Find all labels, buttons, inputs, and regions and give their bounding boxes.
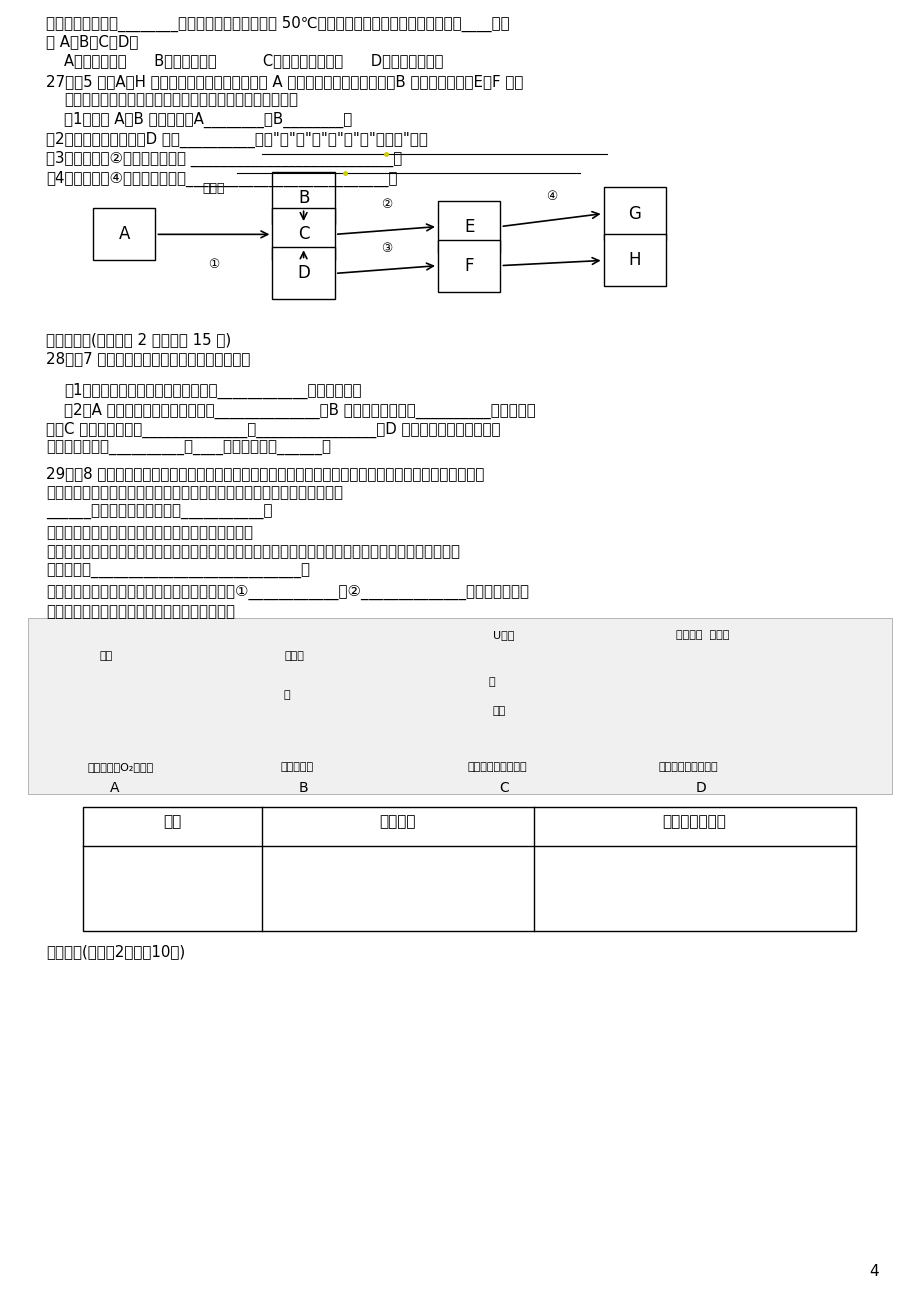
Text: D: D: [695, 781, 706, 796]
Text: 三、实验题(本题包括 2 小题，共 15 分): 三、实验题(本题包括 2 小题，共 15 分): [46, 332, 231, 348]
Text: 27．（5 分）A～H 是初中化学常见的物质，其中 A 是发酵粉的主要成分之一，B 是常用调味品，E、F 的俗: 27．（5 分）A～H 是初中化学常见的物质，其中 A 是发酵粉的主要成分之一，…: [46, 74, 523, 90]
Text: 液硫酸: 液硫酸: [284, 651, 304, 661]
Text: U型管: U型管: [493, 630, 515, 641]
Text: ②: ②: [380, 198, 391, 211]
Text: G: G: [628, 204, 641, 223]
Bar: [272, 208, 335, 260]
Text: A: A: [110, 781, 119, 796]
Text: 后，C 中的实验现象为______________、________________；D 中硬质玻璃管内发生反应: 后，C 中的实验现象为______________、______________…: [46, 422, 500, 437]
Text: （1）写出 A、B 的化学式：A________，B________。: （1）写出 A、B 的化学式：A________，B________。: [64, 112, 352, 128]
Text: H: H: [628, 251, 641, 270]
Bar: [93, 208, 155, 260]
Text: 实验现象及结论: 实验现象及结论: [662, 814, 726, 829]
Bar: [272, 172, 335, 224]
Bar: [272, 247, 335, 299]
Text: 一氧化碳还原氧化铁: 一氧化碳还原氧化铁: [658, 762, 717, 772]
Text: 填 A、B、C、D）: 填 A、B、C、D）: [46, 34, 138, 49]
Text: 按小明的猜想，写出溶液中溶质成分的几种可能①____________、②______________。请你选择其中: 按小明的猜想，写出溶液中溶质成分的几种可能①____________、②____…: [46, 585, 528, 600]
Text: B: B: [299, 781, 308, 796]
Text: 水: 水: [283, 690, 290, 700]
Text: 稀盐酸: 稀盐酸: [202, 182, 225, 195]
Bar: [603, 234, 665, 286]
Bar: [83, 807, 855, 931]
Text: 后，锥形瓶内已无气泡产生，但还有少量固体剩余。写出反应的化学方程式: 后，锥形瓶内已无气泡产生，但还有少量固体剩余。写出反应的化学方程式: [46, 486, 343, 501]
Text: ______，该反应的基本类型是___________。: ______，该反应的基本类型是___________。: [46, 505, 272, 521]
Text: 猜想: 猜想: [164, 814, 181, 829]
Text: 4: 4: [868, 1263, 878, 1279]
Text: A: A: [119, 225, 130, 243]
Bar: [603, 187, 665, 240]
Text: B: B: [298, 189, 309, 207]
Text: 28．（7 分）以下是初中化学的一些基本实验：: 28．（7 分）以下是初中化学的一些基本实验：: [46, 352, 250, 367]
Text: （1）上述实验中不能达到实验目的是____________（填字母）。: （1）上述实验中不能达到实验目的是____________（填字母）。: [64, 383, 361, 398]
Text: 测定空气中O₂的含量: 测定空气中O₂的含量: [87, 762, 153, 772]
Text: 小文和小明对锥形瓶内溶液中溶质的成分展开辩论：: 小文和小明对锥形瓶内溶液中溶质的成分展开辩论：: [46, 525, 253, 540]
Text: ③: ③: [380, 242, 391, 255]
Bar: [437, 201, 500, 253]
Text: 稀释浓硫酸: 稀释浓硫酸: [280, 762, 313, 772]
Text: 水: 水: [488, 677, 495, 687]
Text: 小明的理由____________________________。: 小明的理由____________________________。: [46, 564, 310, 579]
Text: （3）图中反应②的化学方程式为 ___________________________。: （3）图中反应②的化学方程式为 ________________________…: [46, 151, 402, 167]
Text: D: D: [297, 264, 310, 283]
Text: ①: ①: [208, 258, 220, 271]
Text: 木炭: 木炭: [99, 651, 112, 661]
Text: F: F: [464, 256, 473, 275]
Text: （2）在物质的分类中，D 属于__________（填"酸"、"碱"、"盐"或"氧化物"）。: （2）在物质的分类中，D 属于__________（填"酸"、"碱"、"盐"或"…: [46, 132, 427, 147]
Text: 的化学方程式为__________，____，酒精灯的作______。: 的化学方程式为__________，____，酒精灯的作______。: [46, 441, 331, 457]
Text: A、溶剂的质量      B、溶液的质量          C、溶质的质量分数      D、溶液的溶解度: A、溶剂的质量 B、溶液的质量 C、溶质的质量分数 D、溶液的溶解度: [64, 53, 443, 69]
Text: 四、计算(本题共2小题，10分): 四、计算(本题共2小题，10分): [46, 944, 185, 960]
Bar: [28, 618, 891, 794]
Text: （2）A 中可燃物应取过量的原因是______________；B 中玻璃棒的作用是__________；一段时间: （2）A 中可燃物应取过量的原因是______________；B 中玻璃棒的作…: [64, 402, 536, 418]
Text: 铁丝: 铁丝: [492, 706, 505, 716]
Text: 溶质的质量分数为________；若将烧杯内物质升温到 50℃（不考虑水蒸发），溶液中不变的是____（选: 溶质的质量分数为________；若将烧杯内物质升温到 50℃（不考虑水蒸发），…: [46, 16, 509, 31]
Text: 称分别是熟石灰、纯碱。它们之间的相互转化关系如下图。: 称分别是熟石灰、纯碱。它们之间的相互转化关系如下图。: [64, 92, 298, 108]
Text: 一种情况，设计实验证明，完成下列探究报告：: 一种情况，设计实验证明，完成下列探究报告：: [46, 604, 234, 620]
Text: ④: ④: [546, 190, 557, 203]
Text: 实验步骤: 实验步骤: [380, 814, 415, 829]
Text: C: C: [298, 225, 309, 243]
Text: （4）图中反应④的化学方程式为___________________________。: （4）图中反应④的化学方程式为_________________________…: [46, 171, 397, 186]
Text: 小文说：因为瓶内有固体剩余，所以溶液中只有氯化钙而无盐酸。小明不完全同意小文的说法，请你说出: 小文说：因为瓶内有固体剩余，所以溶液中只有氯化钙而无盐酸。小明不完全同意小文的说…: [46, 544, 460, 560]
Text: 29．（8 分）实验室用大理石（杂质既不溶于水也不与稀盐酸反应）和稀盐酸反应制取二氧化碳。实验结束: 29．（8 分）实验室用大理石（杂质既不溶于水也不与稀盐酸反应）和稀盐酸反应制取…: [46, 466, 483, 482]
Bar: [437, 240, 500, 292]
Text: 铁丝在空气中的变化: 铁丝在空气中的变化: [467, 762, 527, 772]
Text: 一氧化碳  氧化铁: 一氧化碳 氧化铁: [675, 630, 729, 641]
Text: E: E: [463, 217, 474, 236]
Text: C: C: [499, 781, 508, 796]
